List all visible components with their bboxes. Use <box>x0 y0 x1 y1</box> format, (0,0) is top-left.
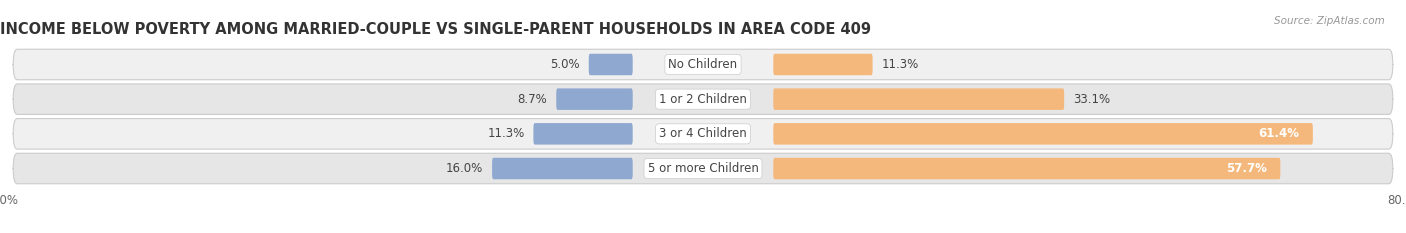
Text: 5 or more Children: 5 or more Children <box>648 162 758 175</box>
Text: 33.1%: 33.1% <box>1073 93 1111 106</box>
FancyBboxPatch shape <box>773 123 1313 145</box>
FancyBboxPatch shape <box>773 54 873 75</box>
Text: 16.0%: 16.0% <box>446 162 484 175</box>
FancyBboxPatch shape <box>13 49 1393 80</box>
Text: 11.3%: 11.3% <box>882 58 918 71</box>
FancyBboxPatch shape <box>773 88 1064 110</box>
Text: INCOME BELOW POVERTY AMONG MARRIED-COUPLE VS SINGLE-PARENT HOUSEHOLDS IN AREA CO: INCOME BELOW POVERTY AMONG MARRIED-COUPL… <box>0 22 870 37</box>
FancyBboxPatch shape <box>533 123 633 145</box>
Text: 57.7%: 57.7% <box>1226 162 1267 175</box>
Text: No Children: No Children <box>668 58 738 71</box>
Text: 11.3%: 11.3% <box>488 127 524 140</box>
FancyBboxPatch shape <box>557 88 633 110</box>
FancyBboxPatch shape <box>13 84 1393 114</box>
Text: 5.0%: 5.0% <box>550 58 581 71</box>
Text: 3 or 4 Children: 3 or 4 Children <box>659 127 747 140</box>
FancyBboxPatch shape <box>589 54 633 75</box>
FancyBboxPatch shape <box>13 119 1393 149</box>
Text: 61.4%: 61.4% <box>1258 127 1299 140</box>
FancyBboxPatch shape <box>13 153 1393 184</box>
FancyBboxPatch shape <box>492 158 633 179</box>
Text: Source: ZipAtlas.com: Source: ZipAtlas.com <box>1274 16 1385 26</box>
Text: 8.7%: 8.7% <box>517 93 547 106</box>
Text: 1 or 2 Children: 1 or 2 Children <box>659 93 747 106</box>
FancyBboxPatch shape <box>773 158 1281 179</box>
